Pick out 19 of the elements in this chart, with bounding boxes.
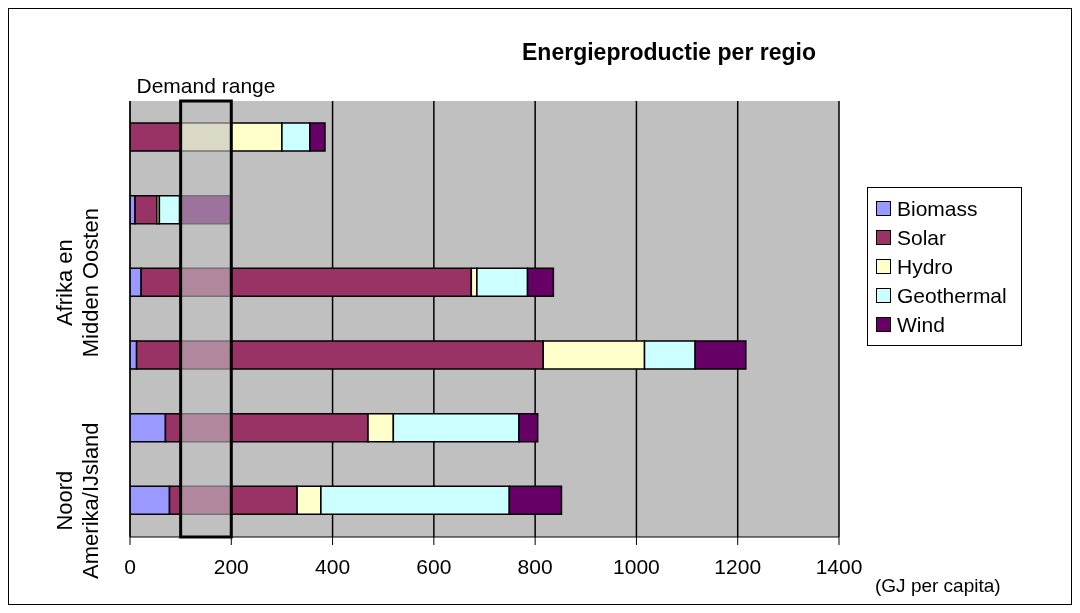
y-tick-label: Noord Amerika/IJsland bbox=[52, 422, 103, 579]
x-tick-label: 200 bbox=[213, 554, 249, 578]
x-tick-label: 1200 bbox=[714, 554, 762, 578]
y-tick-label: Afrika en Midden Oosten bbox=[52, 208, 103, 358]
x-tick-label: 600 bbox=[416, 554, 452, 578]
legend-label: Wind bbox=[897, 312, 945, 338]
band-label: Demand range bbox=[136, 74, 276, 97]
x-tick-label: 800 bbox=[517, 554, 553, 578]
legend-label: Hydro bbox=[897, 254, 954, 280]
x-tick-label: 1000 bbox=[613, 554, 660, 578]
x-tick-label: 1400 bbox=[815, 554, 863, 578]
legend-label: Biomass bbox=[897, 196, 978, 222]
x-tick-label: 0 bbox=[124, 554, 136, 578]
x-axis-title: (GJ per capita) bbox=[875, 575, 1001, 597]
bar bbox=[134, 194, 158, 225]
x-tick-label: 400 bbox=[315, 554, 351, 578]
chart-title: Energieproductie per regio bbox=[521, 39, 817, 66]
legend-label: Solar bbox=[897, 225, 947, 251]
legend-label: Geothermal bbox=[897, 283, 1007, 309]
